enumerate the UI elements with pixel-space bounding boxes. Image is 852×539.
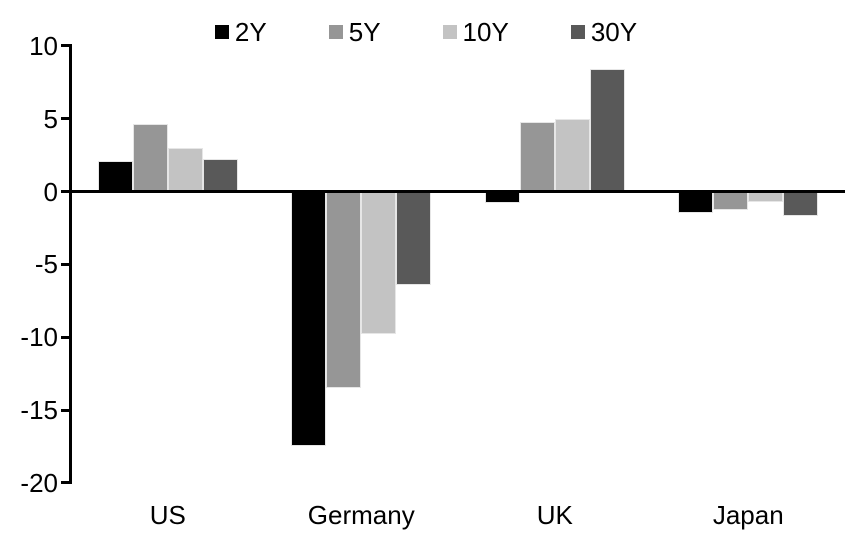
y-tick-label: 10 bbox=[29, 30, 58, 61]
y-tick-label: 0 bbox=[43, 176, 58, 207]
chart-legend: 2Y 5Y 10Y 30Y bbox=[0, 12, 852, 52]
y-axis-tick bbox=[61, 335, 70, 339]
bar-japan-10y bbox=[748, 191, 784, 202]
legend-label: 2Y bbox=[234, 17, 267, 47]
y-axis-tick bbox=[61, 408, 70, 412]
bar-us-5y bbox=[132, 124, 168, 192]
bar-us-30y bbox=[202, 159, 238, 192]
legend-swatch-2y bbox=[214, 25, 229, 39]
y-tick-label: -5 bbox=[34, 249, 58, 280]
x-category-label-japan: Japan bbox=[712, 500, 784, 530]
y-axis-tick bbox=[61, 262, 70, 266]
y-tick-label: 5 bbox=[43, 103, 58, 134]
bar-us-10y bbox=[167, 147, 203, 192]
y-axis-tick bbox=[61, 481, 70, 485]
bar-japan-2y bbox=[678, 191, 714, 214]
bar-uk-2y bbox=[484, 191, 520, 204]
legend-item-30y: 30Y bbox=[570, 17, 638, 47]
legend-swatch-30y bbox=[570, 25, 585, 39]
x-category-label-uk: UK bbox=[536, 500, 573, 530]
legend-label: 10Y bbox=[462, 17, 509, 47]
bar-japan-5y bbox=[713, 191, 749, 211]
y-axis-tick bbox=[61, 190, 70, 193]
bar-us-2y bbox=[97, 160, 133, 192]
y-tick-label: -15 bbox=[20, 395, 58, 426]
y-axis-line bbox=[69, 44, 72, 485]
y-tick-label: -10 bbox=[20, 322, 58, 353]
bar-uk-30y bbox=[589, 69, 625, 192]
legend-label: 5Y bbox=[348, 17, 381, 47]
bar-uk-10y bbox=[554, 118, 590, 192]
bar-japan-30y bbox=[783, 191, 819, 217]
legend-label: 30Y bbox=[590, 17, 638, 47]
bar-germany-10y bbox=[361, 191, 397, 335]
legend-item-10y: 10Y bbox=[442, 17, 509, 47]
legend-item-2y: 2Y bbox=[214, 17, 267, 47]
y-tick-label: -20 bbox=[20, 467, 58, 498]
bar-germany-5y bbox=[326, 191, 362, 389]
y-axis-tick bbox=[61, 44, 70, 48]
bar-uk-5y bbox=[519, 121, 555, 192]
legend-swatch-5y bbox=[328, 25, 343, 39]
y-axis-tick bbox=[61, 117, 70, 121]
x-category-label-us: US bbox=[149, 500, 186, 530]
bar-germany-30y bbox=[396, 191, 432, 285]
zero-baseline bbox=[69, 190, 845, 193]
legend-swatch-10y bbox=[442, 25, 457, 39]
legend-item-5y: 5Y bbox=[328, 17, 381, 47]
bar-germany-2y bbox=[291, 191, 327, 447]
x-category-label-germany: Germany bbox=[307, 500, 415, 530]
